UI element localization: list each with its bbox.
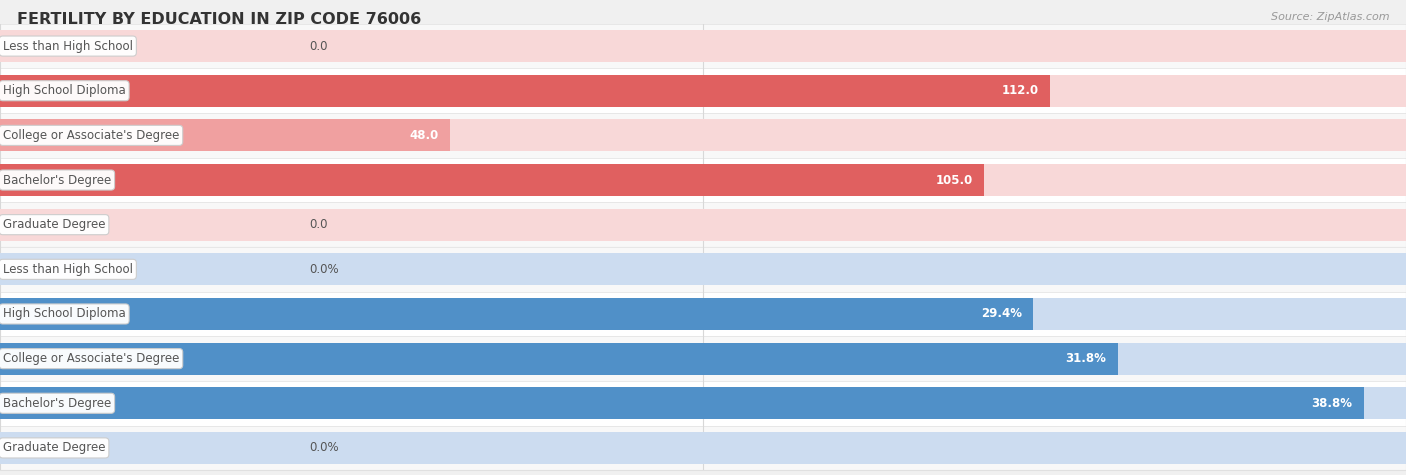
Bar [0,119,1406,152]
Text: High School Diploma: High School Diploma [3,84,125,97]
Bar [0,68,1406,113]
Bar [0,164,1406,196]
Text: High School Diploma: High School Diploma [3,307,125,321]
Text: 105.0: 105.0 [936,173,973,187]
Bar [0,342,1406,375]
Bar [0,30,1406,62]
Text: FERTILITY BY EDUCATION IN ZIP CODE 76006: FERTILITY BY EDUCATION IN ZIP CODE 76006 [17,12,422,27]
Bar [0,24,1406,68]
Text: 38.8%: 38.8% [1312,397,1353,410]
Bar [0,432,1406,464]
Text: 0.0: 0.0 [309,39,328,53]
Text: 48.0: 48.0 [409,129,439,142]
Text: College or Associate's Degree: College or Associate's Degree [3,352,179,365]
Bar [0,336,1406,381]
Bar [0,247,1406,292]
Text: 31.8%: 31.8% [1066,352,1107,365]
Bar [0,298,1406,330]
Text: Bachelor's Degree: Bachelor's Degree [3,397,111,410]
Bar [0,292,1406,336]
Bar [0,209,1406,241]
Bar [0,119,450,152]
Text: 112.0: 112.0 [1001,84,1039,97]
Bar [0,253,1406,285]
Bar [0,381,1406,426]
Text: 29.4%: 29.4% [981,307,1022,321]
Text: Less than High School: Less than High School [3,39,132,53]
Text: 0.0: 0.0 [309,218,328,231]
Bar [0,113,1406,158]
Bar [0,342,1118,375]
Bar [0,75,1050,107]
Bar [0,75,1406,107]
Text: 0.0%: 0.0% [309,263,339,276]
Bar [0,298,1033,330]
Bar [0,426,1406,470]
Text: 0.0%: 0.0% [309,441,339,455]
Bar [0,158,1406,202]
Text: Graduate Degree: Graduate Degree [3,218,105,231]
Text: Bachelor's Degree: Bachelor's Degree [3,173,111,187]
Text: Source: ZipAtlas.com: Source: ZipAtlas.com [1271,12,1389,22]
Bar [0,164,984,196]
Text: Less than High School: Less than High School [3,263,132,276]
Bar [0,387,1406,419]
Text: College or Associate's Degree: College or Associate's Degree [3,129,179,142]
Text: Graduate Degree: Graduate Degree [3,441,105,455]
Bar [0,387,1364,419]
Bar [0,202,1406,247]
